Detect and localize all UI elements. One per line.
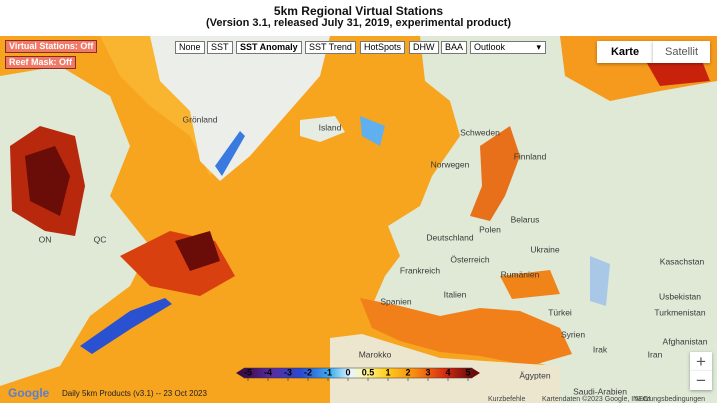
place-label: Schweden [460, 127, 500, 137]
legend-tick-label: -2 [304, 367, 312, 377]
legend-tick-label: 2 [405, 367, 410, 377]
place-label: Syrien [561, 329, 585, 339]
layer-button[interactable]: HotSpots [360, 41, 406, 54]
place-label: Türkei [548, 307, 572, 317]
map-type-button[interactable]: Satellit [653, 41, 710, 63]
legend-tick-label: -5 [244, 367, 252, 377]
layer-button[interactable]: SST [207, 41, 233, 54]
place-label: Österreich [450, 254, 489, 264]
hotspot-core [175, 231, 220, 271]
zoom-in[interactable]: + [690, 352, 712, 371]
legend-tick-label: 0 [345, 367, 350, 377]
place-label: QC [94, 234, 107, 244]
shortcuts[interactable]: Kurzbefehle [488, 396, 526, 403]
black-sea [500, 270, 560, 299]
google-logo: Google [8, 386, 50, 400]
place-label: ON [39, 234, 52, 244]
legend-tick-label: -1 [324, 367, 332, 377]
place-label: Turkmenistan [654, 307, 705, 317]
place-label: Spanien [380, 296, 411, 306]
subtitle: (Version 3.1, released July 31, 2019, ex… [205, 17, 512, 29]
place-label: Norwegen [431, 159, 470, 169]
land-iceland [300, 116, 345, 142]
place-label: Italien [444, 289, 467, 299]
place-label: Frankreich [400, 265, 440, 275]
legend-tick-label: 4 [445, 367, 450, 377]
land-eurasia [372, 36, 717, 403]
legend: -5 -4 -3 -2 -1 0 0.5 1 2 3 4 5 [236, 367, 480, 381]
place-label: Belarus [511, 214, 540, 224]
greenland-cold [215, 131, 245, 176]
map-type-button[interactable]: Karte [597, 41, 653, 63]
layer-button[interactable]: None [175, 41, 205, 54]
place-label: Ukraine [530, 244, 560, 254]
legend-end [236, 368, 244, 378]
legend-tick-label: 5 [465, 367, 470, 377]
place-label: Finnland [514, 151, 547, 161]
map[interactable]: -5 -4 -3 -2 -1 0 0.5 1 2 3 4 5 Grönland Island Schwed… [0, 36, 717, 403]
place-label: Marokko [359, 349, 392, 359]
place-label: Ägypten [519, 370, 550, 380]
place-label: Rumänien [501, 269, 540, 279]
mediterranean [360, 298, 572, 366]
legend-tick-label: 1 [385, 367, 390, 377]
place-label: Irak [593, 344, 608, 354]
legend-tick-label: 0.5 [362, 367, 375, 377]
legend-tick-label: -3 [284, 367, 292, 377]
layer-button[interactable]: SST Anomaly [236, 41, 302, 54]
place-label: Island [319, 122, 342, 132]
outlook-label: Outlook [474, 42, 506, 52]
outlook-select[interactable]: Outlook ▾ [470, 41, 546, 54]
place-label: Iran [648, 349, 663, 359]
colorbar [243, 367, 473, 379]
place-label: Polen [479, 224, 501, 234]
legend-tick-label: 3 [425, 367, 430, 377]
zoom-out[interactable]: − [690, 371, 712, 390]
place-label: Usbekistan [659, 291, 701, 301]
hudson-bay-hot [25, 146, 70, 216]
terms[interactable]: Nutzungsbedingungen [635, 396, 706, 403]
layer-button[interactable]: SST Trend [305, 41, 356, 54]
caspian [590, 256, 610, 306]
place-label: Deutschland [426, 232, 474, 242]
reef-mask-toggle[interactable]: Reef Mask: Off [5, 56, 77, 69]
attribution: Kartendaten ©2023 Google, INEGI [542, 396, 651, 403]
layer-button[interactable]: DHW [409, 41, 439, 54]
place-label: Kasachstan [660, 256, 705, 266]
baltic [470, 126, 520, 221]
gulf-stream-cold [80, 298, 172, 354]
legend-tick-label: -4 [264, 367, 272, 377]
place-label: Saudi-Arabien [573, 386, 627, 396]
layer-button[interactable]: BAA [441, 41, 468, 54]
place-label: Grönland [183, 114, 218, 124]
title: 5km Regional Virtual Stations [273, 4, 444, 18]
place-label: Afghanistan [663, 336, 708, 346]
iceland-cold [360, 116, 385, 146]
dropdown-arrow: ▾ [536, 42, 541, 52]
legend-end [472, 368, 480, 378]
land-greenland [150, 36, 330, 181]
virtual-stations-toggle[interactable]: Virtual Stations: Off [5, 40, 98, 53]
product-date: Daily 5km Products (v3.1) -- 23 Oct 2023 [62, 389, 207, 398]
